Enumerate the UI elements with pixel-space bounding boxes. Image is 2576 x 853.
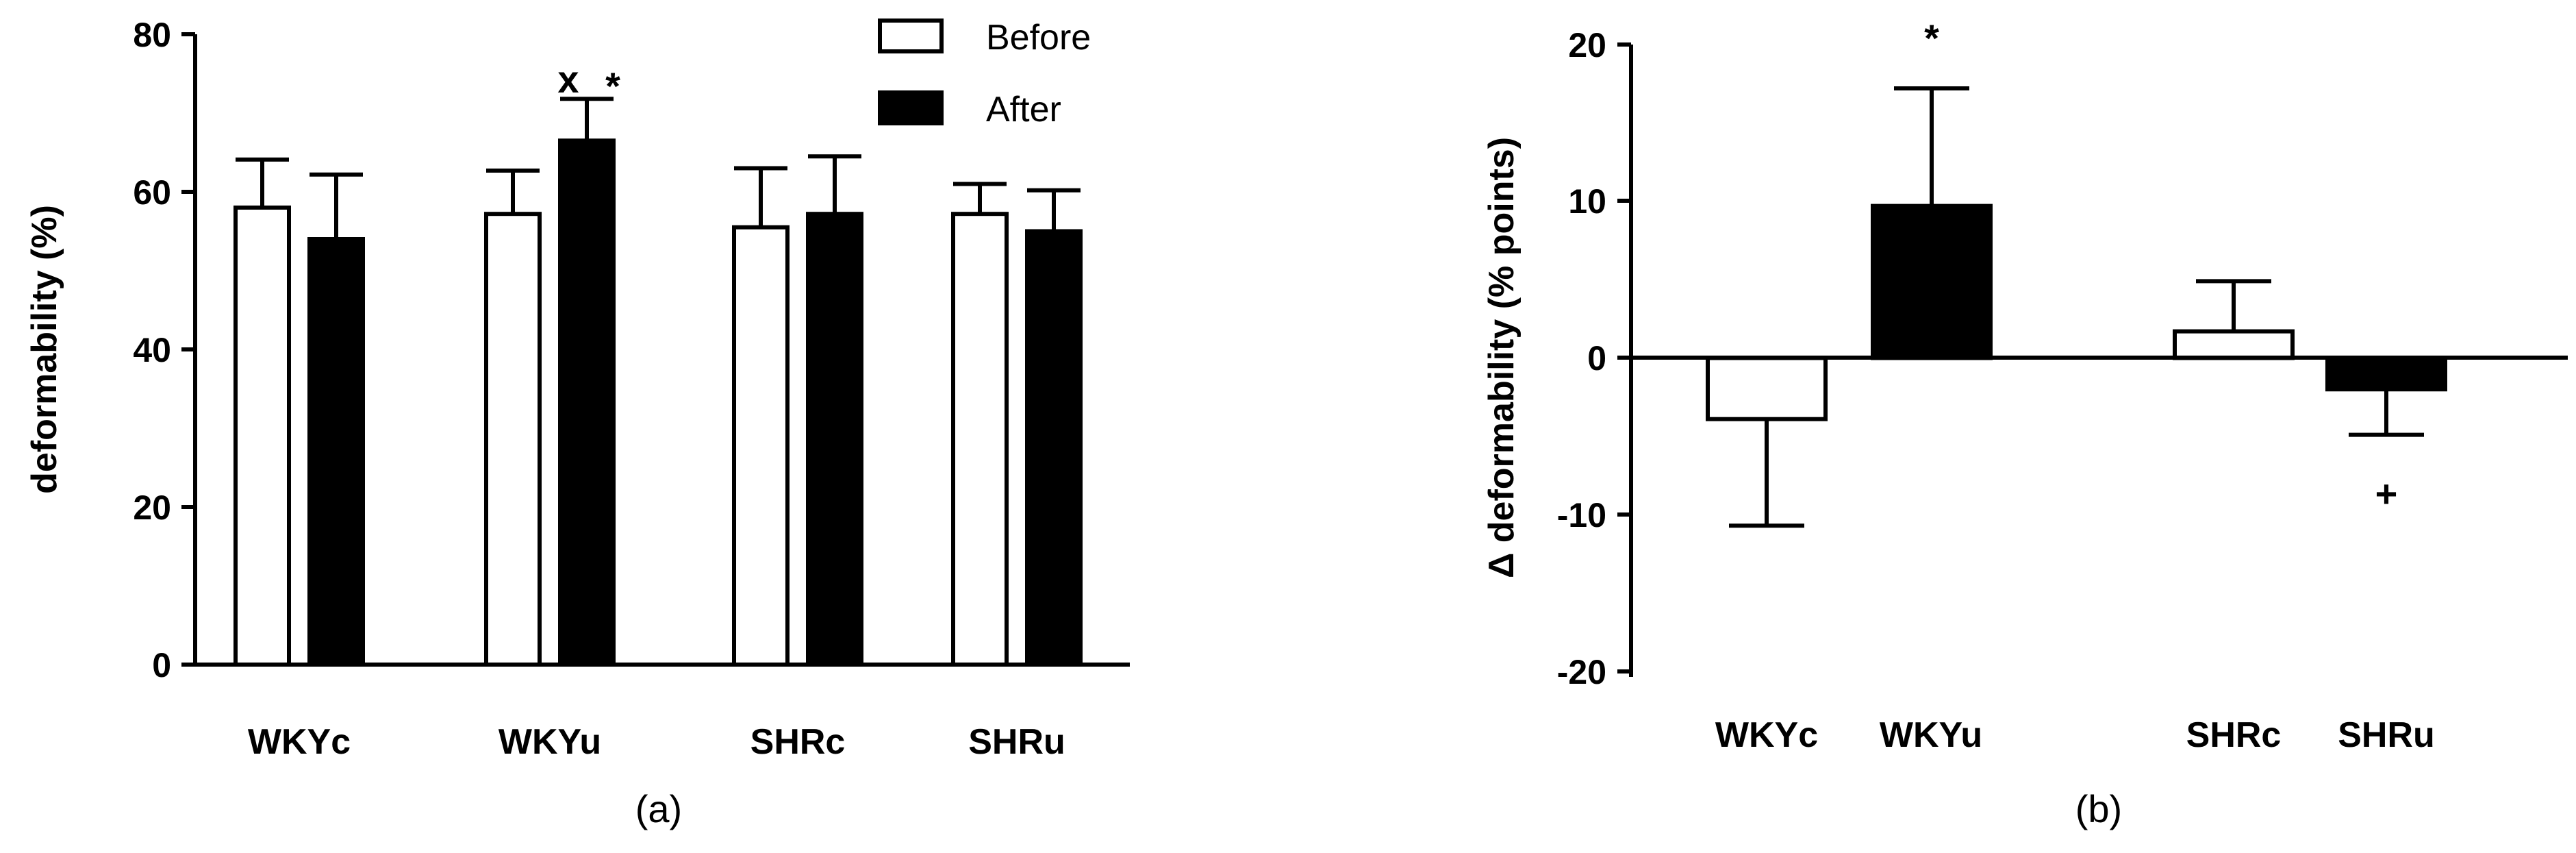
bar-after <box>806 212 863 667</box>
bar-before <box>233 206 291 667</box>
bar <box>1871 203 1993 360</box>
chart-b-y-tick-label: 20 <box>1568 26 1606 64</box>
bar <box>2173 329 2295 360</box>
chart-a-x-tick-label: WKYc <box>248 722 351 762</box>
chart-a-x-tick-label: SHRc <box>750 722 846 762</box>
bar-before <box>484 212 542 667</box>
chart-a: 0 20 40 60 80 deformability (%) WKYc WKY… <box>25 16 1130 830</box>
chart-a-y-tick-label: 40 <box>133 331 171 369</box>
chart-a-y-tick-label: 20 <box>133 489 171 527</box>
chart-a-x-tick-labels: WKYc WKYu SHRc SHRu <box>248 722 1065 762</box>
bar-before <box>951 212 1009 667</box>
chart-b-x-tick-label: SHRu <box>2338 715 2435 755</box>
chart-b-x-tick-label: SHRc <box>2186 715 2282 755</box>
chart-b: 20 10 0 -10 -20 Δ deformability (% point… <box>1482 16 2568 830</box>
chart-b-caption: (b) <box>2075 787 2122 830</box>
chart-b-annotation-plus: + <box>2375 472 2398 515</box>
chart-b-x-tick-labels: WKYc WKYu SHRc SHRu <box>1715 715 2435 755</box>
chart-b-y-tick-label: -10 <box>1557 496 1606 534</box>
chart-a-x-tick-label: WKYu <box>498 722 601 762</box>
legend-label-before: Before <box>986 18 1091 58</box>
chart-b-y-axis-label: Δ deformability (% points) <box>1482 137 1521 578</box>
chart-a-y-ticks: 0 20 40 60 80 <box>133 16 195 684</box>
chart-b-y-tick-label: 0 <box>1587 339 1606 378</box>
chart-b-y-tick-label: 10 <box>1568 182 1606 221</box>
bar-after <box>307 237 365 667</box>
chart-a-x-tick-label: SHRu <box>968 722 1065 762</box>
chart-b-annotation-star: * <box>1924 16 1939 60</box>
bar-before <box>732 225 790 667</box>
chart-a-caption: (a) <box>635 787 682 830</box>
bar <box>1706 356 1828 421</box>
chart-b-y-ticks: 20 10 0 -10 -20 <box>1557 26 1631 691</box>
legend-swatch-after <box>878 90 944 125</box>
chart-a-marks <box>233 97 1083 667</box>
chart-a-y-tick-label: 80 <box>133 16 171 54</box>
legend-swatch-before <box>878 18 944 53</box>
bar-after <box>1025 229 1083 667</box>
chart-b-x-tick-label: WKYc <box>1715 715 1818 755</box>
chart-a-y-tick-label: 0 <box>152 646 171 684</box>
chart-a-y-tick-label: 60 <box>133 173 171 212</box>
bar-after <box>558 138 616 667</box>
legend-label-after: After <box>986 90 1061 129</box>
chart-b-marks <box>1706 86 2447 528</box>
chart-a-annotation-star: * <box>605 64 620 108</box>
chart-b-y-tick-label: -20 <box>1557 653 1606 691</box>
chart-a-y-axis-label: deformability (%) <box>25 205 64 494</box>
bar <box>2325 356 2447 392</box>
chart-b-x-tick-label: WKYu <box>1880 715 1982 755</box>
chart-a-annotation-x: x <box>557 58 579 101</box>
chart-a-legend: Before After <box>878 18 1091 129</box>
